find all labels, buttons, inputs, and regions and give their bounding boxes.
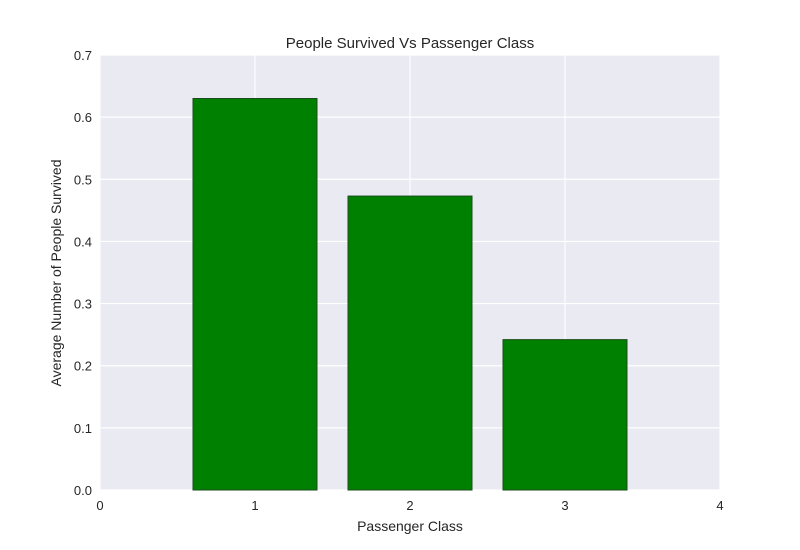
y-tick-label: 0.5 [74, 172, 92, 187]
y-tick-label: 0.4 [74, 234, 92, 249]
x-tick-label: 0 [96, 498, 103, 513]
x-tick-labels: 0 1 2 3 4 [96, 498, 723, 513]
y-tick-label: 0.0 [74, 483, 92, 498]
x-tick-label: 2 [406, 498, 413, 513]
chart-title: People Survived Vs Passenger Class [286, 35, 534, 52]
bars [192, 98, 628, 491]
y-tick-labels: 0.0 0.1 0.2 0.3 0.4 0.5 0.6 0.7 [74, 48, 92, 498]
y-axis-label: Average Number of People Survived [48, 160, 64, 387]
bar-class-3 [502, 339, 628, 491]
y-tick-label: 0.3 [74, 297, 92, 312]
bar-class-1 [192, 98, 318, 491]
y-tick-label: 0.6 [74, 110, 92, 125]
y-tick-label: 0.1 [74, 421, 92, 436]
x-tick-label: 3 [561, 498, 568, 513]
y-tick-label: 0.7 [74, 48, 92, 63]
bar-class-2 [347, 195, 473, 491]
x-axis-label: Passenger Class [357, 518, 463, 534]
x-tick-label: 1 [251, 498, 258, 513]
y-tick-label: 0.2 [74, 359, 92, 374]
x-tick-label: 4 [716, 498, 723, 513]
